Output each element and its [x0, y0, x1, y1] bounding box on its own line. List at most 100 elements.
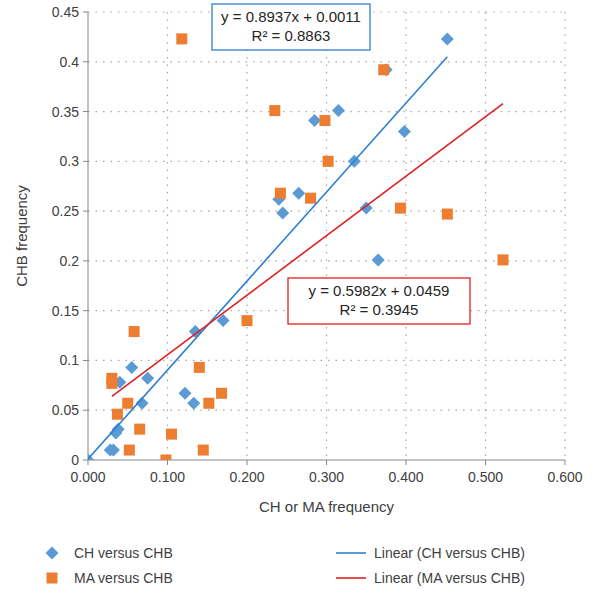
scatter-point — [360, 202, 373, 215]
grid-line-x — [246, 12, 247, 460]
scatter-point — [319, 115, 330, 126]
x-tick — [247, 460, 248, 465]
equation-text: y = 0.8937x + 0.0011 — [221, 8, 361, 25]
x-tick-label: 0.400 — [388, 469, 423, 485]
chart-container: 0 0.05 0.1 0.15 0.2 0.25 0.3 0.35 0.4 0.45 0.000 0.… — [0, 0, 600, 607]
x-tick-label: 0.000 — [70, 469, 105, 485]
y-tick-label: 0.1 — [60, 352, 80, 368]
scatter-point — [332, 104, 345, 117]
grid-line-x — [167, 12, 168, 460]
grid-line-y — [88, 61, 565, 62]
y-tick-label: 0.45 — [52, 4, 79, 20]
scatter-point — [129, 326, 140, 337]
scatter-point — [194, 362, 205, 373]
scatter-point — [305, 193, 316, 204]
scatter-point — [203, 398, 214, 409]
y-tick-label: 0.15 — [52, 303, 79, 319]
scatter-point — [160, 455, 171, 461]
y-tick — [83, 61, 88, 62]
scatter-point — [398, 125, 411, 138]
scatter-point — [323, 156, 334, 167]
x-tick-label: 0.600 — [547, 469, 582, 485]
legend: CH versus CHB MA versus CHB Linear (CH ver… — [46, 545, 525, 586]
equation-box: y = 0.8937x + 0.0011 R² = 0.8863 — [212, 4, 370, 50]
scatter-point — [308, 114, 321, 127]
y-tick-label: 0.4 — [60, 54, 80, 70]
scatter-point — [441, 32, 454, 45]
y-tick — [83, 211, 88, 212]
y-tick-label: 0.35 — [52, 104, 79, 120]
scatter-point — [292, 187, 305, 200]
scatter-point — [106, 378, 117, 389]
scatter-point — [107, 444, 120, 457]
legend-marker — [46, 547, 59, 560]
legend-label: Linear (CH versus CHB) — [374, 545, 525, 561]
x-tick — [326, 460, 327, 465]
legend-marker — [47, 573, 58, 584]
y-tick — [83, 111, 88, 112]
scatter-point — [269, 105, 280, 116]
equation-text: y = 0.5982x + 0.0459 — [309, 282, 450, 299]
x-tick — [406, 460, 407, 465]
scatter-point — [178, 387, 191, 400]
x-tick — [485, 460, 486, 465]
legend-label: Linear (MA versus CHB) — [374, 570, 525, 586]
scatter-point — [395, 203, 406, 214]
y-tick — [83, 410, 88, 411]
equation-frame — [288, 278, 470, 324]
scatter-point — [125, 361, 138, 374]
scatter-point — [275, 188, 286, 199]
grid-line-x — [405, 12, 406, 460]
scatter-point — [198, 445, 209, 456]
y-tick — [83, 310, 88, 311]
equation-box: y = 0.5982x + 0.0459 R² = 0.3945 — [288, 278, 470, 324]
y-tick — [83, 360, 88, 361]
scatter-point — [122, 398, 133, 409]
scatter-point — [176, 33, 187, 44]
scatter-point — [134, 424, 145, 435]
scatter-point — [242, 315, 253, 326]
y-tick-label: 0.25 — [52, 203, 79, 219]
x-tick — [167, 460, 168, 465]
y-tick — [83, 260, 88, 261]
equation-frame — [212, 4, 370, 50]
scatter-point — [442, 209, 453, 220]
scatter-point — [112, 409, 123, 420]
trend-line — [88, 57, 447, 459]
x-tick-label: 0.200 — [229, 469, 264, 485]
y-axis-title: CHB frequency — [13, 185, 30, 287]
plot-area — [88, 32, 508, 460]
y-tick — [83, 460, 88, 461]
x-tick-label: 0.500 — [468, 469, 503, 485]
grid-line-x — [485, 12, 486, 460]
scatter-point — [166, 429, 177, 440]
equation-text: R² = 0.8863 — [252, 27, 331, 44]
legend-label: MA versus CHB — [74, 570, 173, 586]
y-tick-label: 0.3 — [60, 153, 80, 169]
scatter-point — [276, 207, 289, 220]
trend-line — [112, 104, 503, 397]
grid-line-x — [564, 12, 565, 460]
scatter-point — [189, 325, 202, 338]
equation-text: R² = 0.3945 — [340, 301, 419, 318]
x-tick — [88, 460, 89, 465]
legend-label: CH versus CHB — [74, 545, 173, 561]
x-tick — [565, 460, 566, 465]
x-tick-label: 0.300 — [309, 469, 344, 485]
y-tick — [83, 161, 88, 162]
scatter-point — [187, 397, 200, 410]
scatter-point — [372, 253, 385, 266]
x-tick-label: 0.100 — [150, 469, 185, 485]
y-tick-label: 0.05 — [52, 402, 79, 418]
y-tick-label: 0.2 — [60, 253, 80, 269]
legend-line — [336, 577, 366, 579]
scatter-point — [497, 254, 508, 265]
x-axis-title: CH or MA frequency — [259, 498, 395, 515]
scatter-point — [378, 64, 389, 75]
y-axis-line — [88, 12, 89, 460]
y-tick-label: 0 — [71, 452, 79, 468]
grid-line-y — [88, 211, 565, 212]
legend-line — [336, 552, 366, 554]
scatter-point — [124, 445, 135, 456]
y-tick — [83, 12, 88, 13]
